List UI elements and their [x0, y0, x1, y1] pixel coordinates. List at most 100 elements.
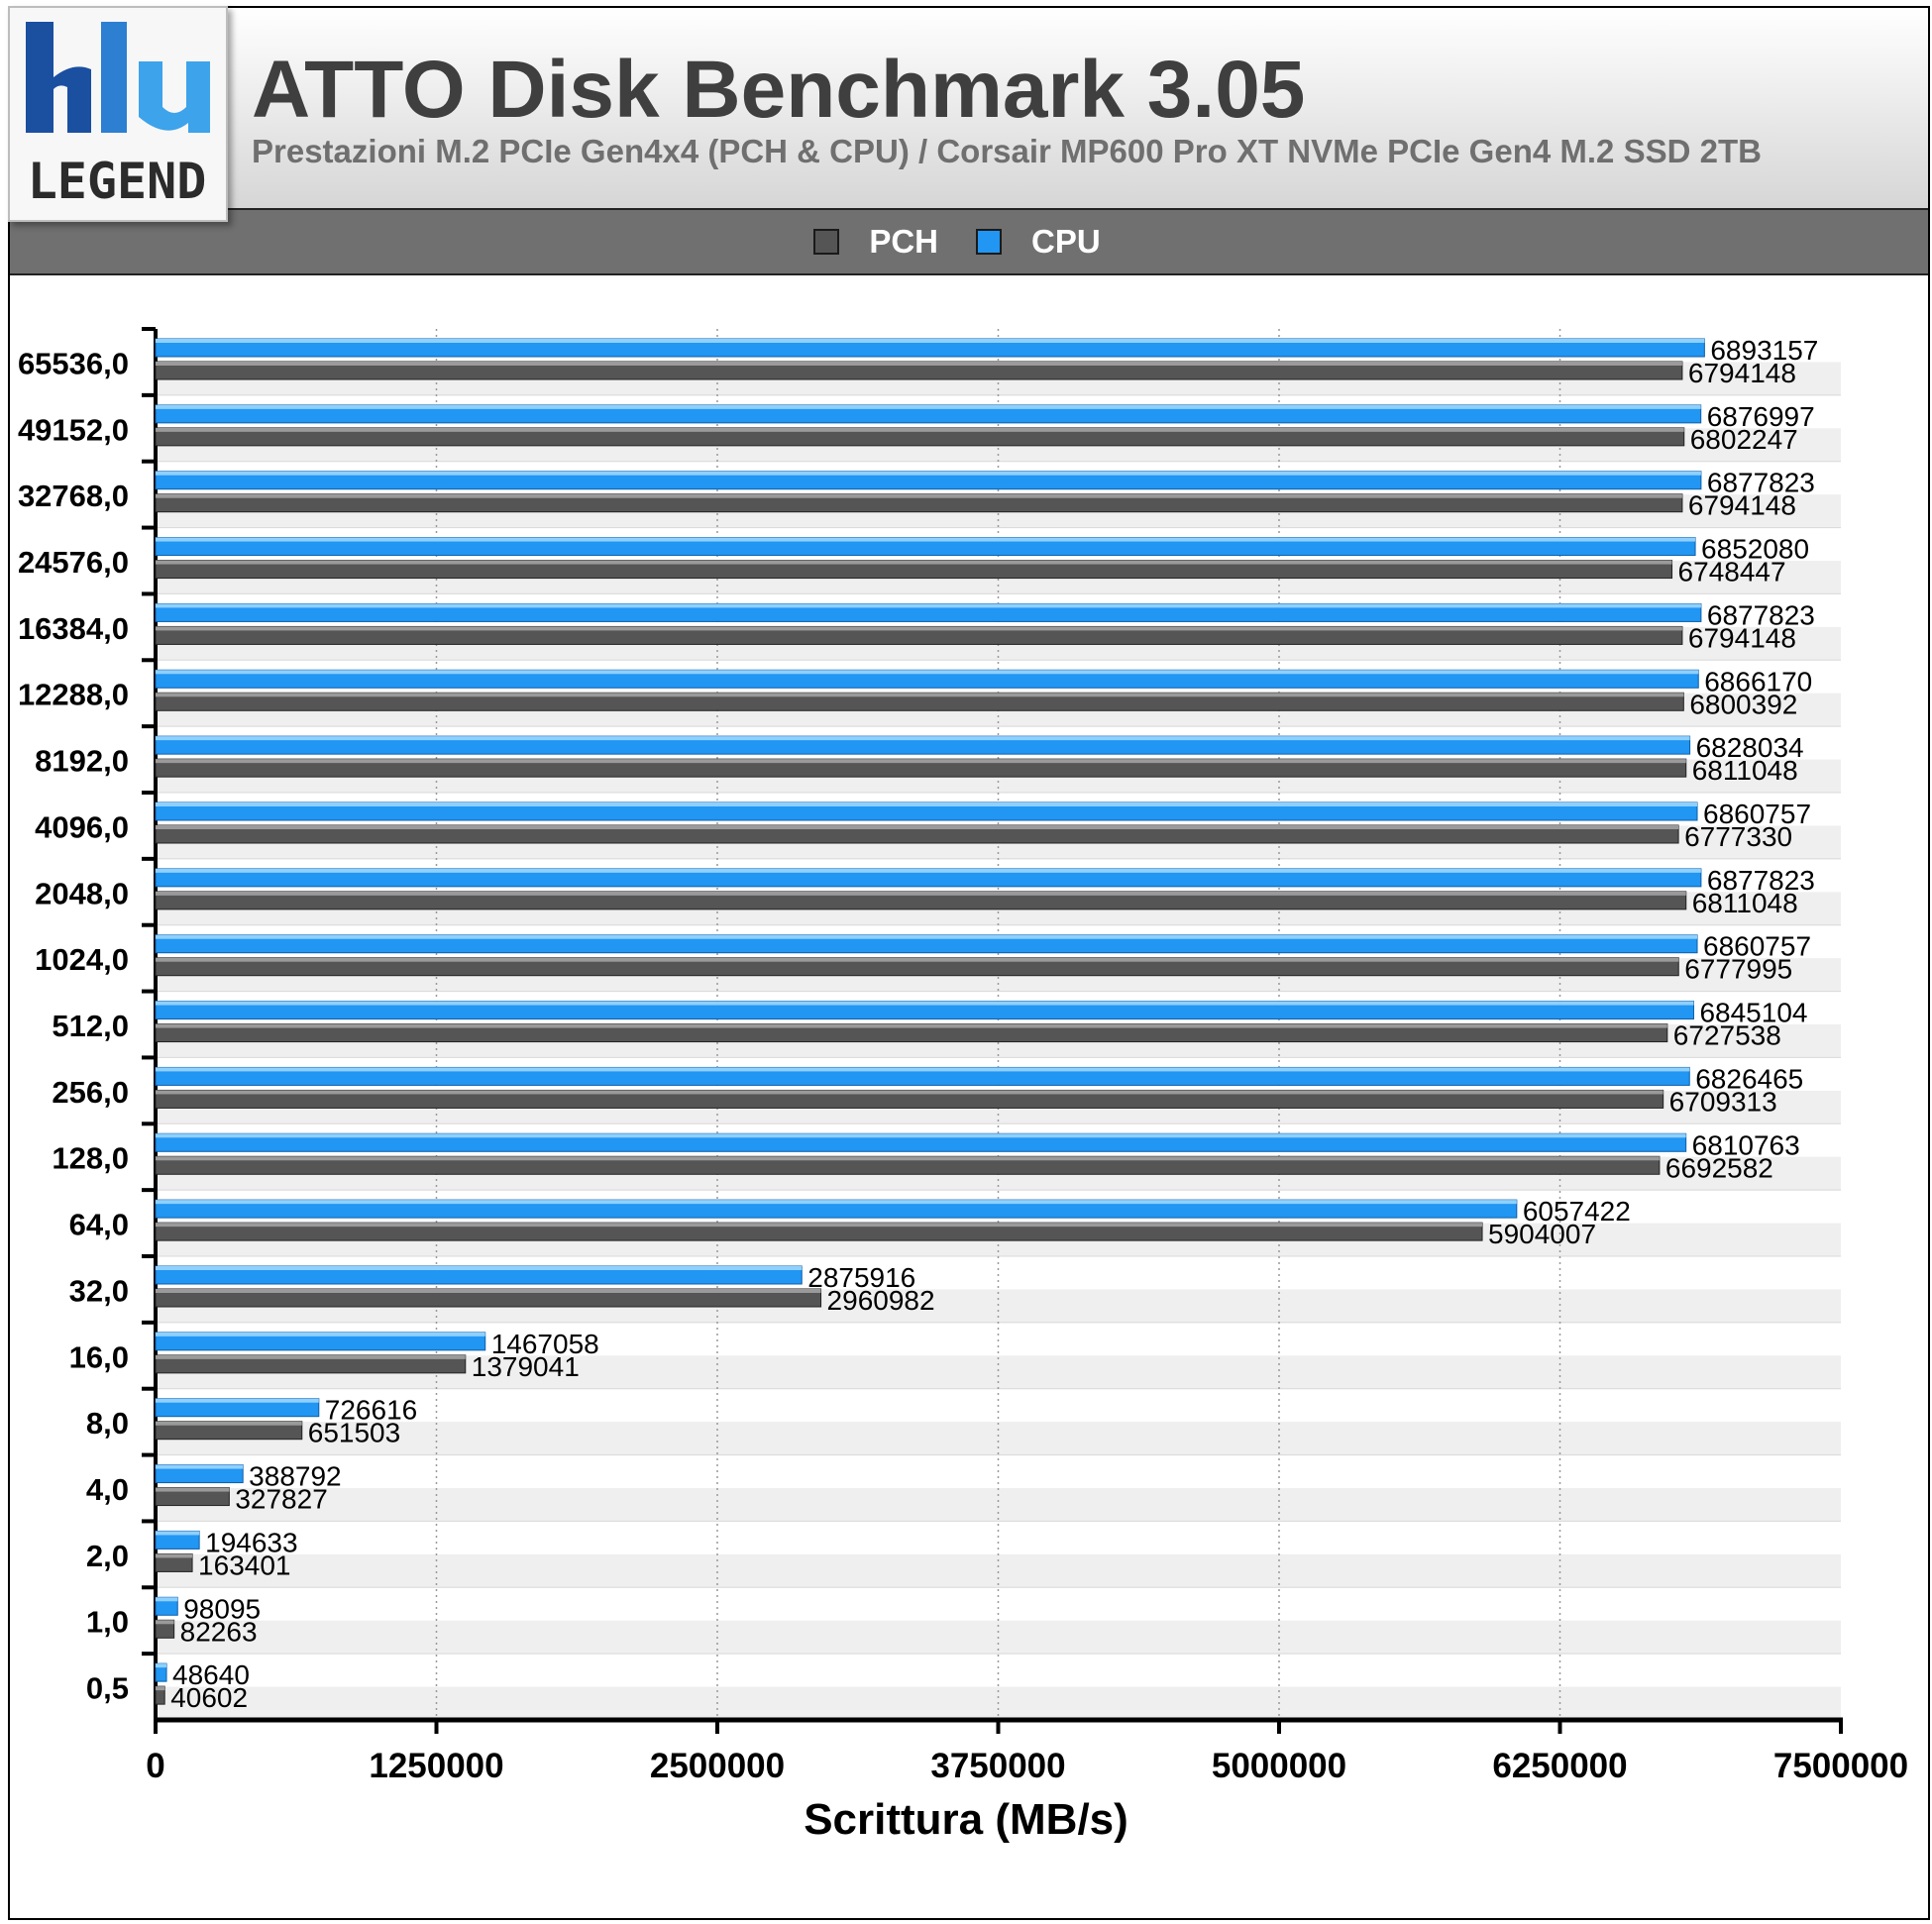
data-label-pch: 6794148: [1688, 490, 1796, 521]
bar-pch-highlight: [156, 362, 1682, 366]
bar-pch-highlight: [156, 1620, 174, 1625]
data-label-pch: 6800392: [1689, 689, 1797, 719]
data-label-cpu: 6810763: [1692, 1129, 1800, 1160]
y-tick-label: 32768,0: [18, 479, 129, 513]
data-label-pch: 6748447: [1678, 557, 1786, 588]
y-tick-label: 256,0: [52, 1075, 129, 1110]
y-tick-label: 2048,0: [35, 876, 129, 910]
y-tick-label: 1,0: [86, 1605, 129, 1640]
data-label-cpu: 6057422: [1523, 1196, 1631, 1227]
data-label-pch: 6727538: [1673, 1020, 1781, 1051]
y-tick-label: 8,0: [86, 1406, 129, 1441]
logo-mark-icon: LEGEND: [26, 22, 210, 210]
bar-pch-highlight: [156, 1553, 193, 1558]
data-label-cpu: 6877823: [1707, 599, 1815, 630]
x-tick-label: 0: [146, 1747, 164, 1785]
bar-pch-highlight: [156, 957, 1679, 962]
data-label-cpu: 6860757: [1703, 931, 1811, 962]
bar-cpu-highlight: [156, 802, 1698, 806]
bar-cpu-highlight: [156, 339, 1705, 343]
data-label-cpu: 6877823: [1707, 865, 1815, 896]
bar-cpu-highlight: [156, 670, 1699, 675]
row-band: [156, 1553, 1841, 1588]
data-label-cpu: 6893157: [1710, 335, 1818, 366]
data-label-pch: 2960982: [827, 1285, 935, 1316]
y-tick-label: 128,0: [52, 1141, 129, 1176]
row-band: [156, 1488, 1841, 1522]
bar-cpu-highlight: [156, 1464, 244, 1469]
y-tick-label: 32,0: [69, 1273, 129, 1308]
data-label-pch: 6811048: [1692, 888, 1798, 918]
bar-pch-highlight: [156, 825, 1679, 829]
x-tick-label: 7500000: [1773, 1747, 1908, 1785]
legend-label-pch: PCH: [869, 223, 938, 260]
data-label-pch: 651503: [308, 1418, 400, 1448]
y-tick-label: 0,5: [86, 1671, 129, 1706]
data-label-pch: 6794148: [1688, 358, 1796, 388]
data-label-cpu: 6877823: [1707, 468, 1815, 498]
bar-cpu-highlight: [156, 603, 1701, 608]
x-tick-label: 2500000: [650, 1747, 785, 1785]
y-tick-label: 4096,0: [35, 809, 129, 844]
bar-pch-highlight: [156, 1289, 821, 1293]
bar-cpu-highlight: [156, 1067, 1690, 1072]
row-band: [156, 1422, 1841, 1455]
data-label-cpu: 6826465: [1695, 1063, 1803, 1094]
bar-cpu-highlight: [156, 1001, 1694, 1006]
data-label-pch: 82263: [180, 1616, 258, 1647]
bar-pch-highlight: [156, 1090, 1664, 1095]
data-label-pch: 6794148: [1688, 622, 1796, 653]
bar-cpu-highlight: [156, 1398, 319, 1403]
site-logo: LEGEND: [8, 6, 228, 222]
bar-cpu-highlight: [156, 1200, 1517, 1205]
legend-swatch-pch: [813, 229, 840, 255]
bar-cpu-highlight: [156, 1133, 1686, 1138]
data-label-pch: 6811048: [1692, 755, 1798, 786]
data-label-cpu: 194633: [205, 1527, 297, 1557]
data-label-pch: 327827: [235, 1484, 327, 1515]
legend-item-cpu: CPU: [976, 223, 1101, 261]
bar-pch-highlight: [156, 1156, 1660, 1161]
legend-item-pch: PCH: [813, 223, 938, 261]
data-label-pch: 40602: [170, 1682, 248, 1713]
bar-cpu-highlight: [156, 934, 1698, 939]
data-label-pch: 6692582: [1665, 1152, 1773, 1183]
data-label-cpu: 6828034: [1696, 732, 1804, 763]
chart-header: ATTO Disk Benchmark 3.05 Prestazioni M.2…: [10, 8, 1928, 210]
bar-pch-highlight: [156, 560, 1672, 565]
data-label-cpu: 388792: [249, 1461, 341, 1492]
y-tick-label: 65536,0: [18, 346, 129, 380]
data-label-pch: 6802247: [1690, 424, 1798, 455]
chart-title: ATTO Disk Benchmark 3.05: [252, 45, 1306, 135]
bar-pch-highlight: [156, 1686, 165, 1691]
x-tick-label: 3750000: [930, 1747, 1065, 1785]
bar-cpu-highlight: [156, 404, 1701, 409]
data-label-cpu: 1467058: [491, 1329, 599, 1359]
y-tick-label: 8192,0: [35, 744, 129, 779]
bar-pch-highlight: [156, 1421, 302, 1426]
data-label-cpu: 98095: [183, 1593, 261, 1624]
bar-pch-highlight: [156, 1487, 230, 1492]
bar-cpu-highlight: [156, 1597, 178, 1602]
bar-pch-highlight: [156, 493, 1682, 498]
data-label-cpu: 6845104: [1699, 998, 1807, 1028]
data-label-pch: 163401: [198, 1550, 290, 1580]
y-tick-label: 1024,0: [35, 942, 129, 977]
y-tick-label: 16384,0: [18, 611, 129, 646]
x-axis-title: Scrittura (MB/s): [804, 1795, 1128, 1844]
data-label-pch: 5904007: [1488, 1219, 1596, 1249]
data-label-cpu: 6876997: [1707, 401, 1815, 432]
bar-cpu-highlight: [156, 1663, 167, 1668]
bar-cpu-highlight: [156, 736, 1690, 741]
data-label-pch: 1379041: [472, 1351, 580, 1382]
data-label-cpu: 48640: [172, 1659, 250, 1690]
legend-swatch-cpu: [976, 229, 1002, 255]
x-tick-label: 6250000: [1492, 1747, 1627, 1785]
bar-cpu-highlight: [156, 1332, 485, 1336]
data-label-cpu: 726616: [325, 1395, 417, 1426]
y-tick-label: 24576,0: [18, 545, 129, 580]
bar-cpu-highlight: [156, 868, 1701, 873]
bar-pch-highlight: [156, 693, 1684, 697]
y-tick-label: 512,0: [52, 1009, 129, 1043]
